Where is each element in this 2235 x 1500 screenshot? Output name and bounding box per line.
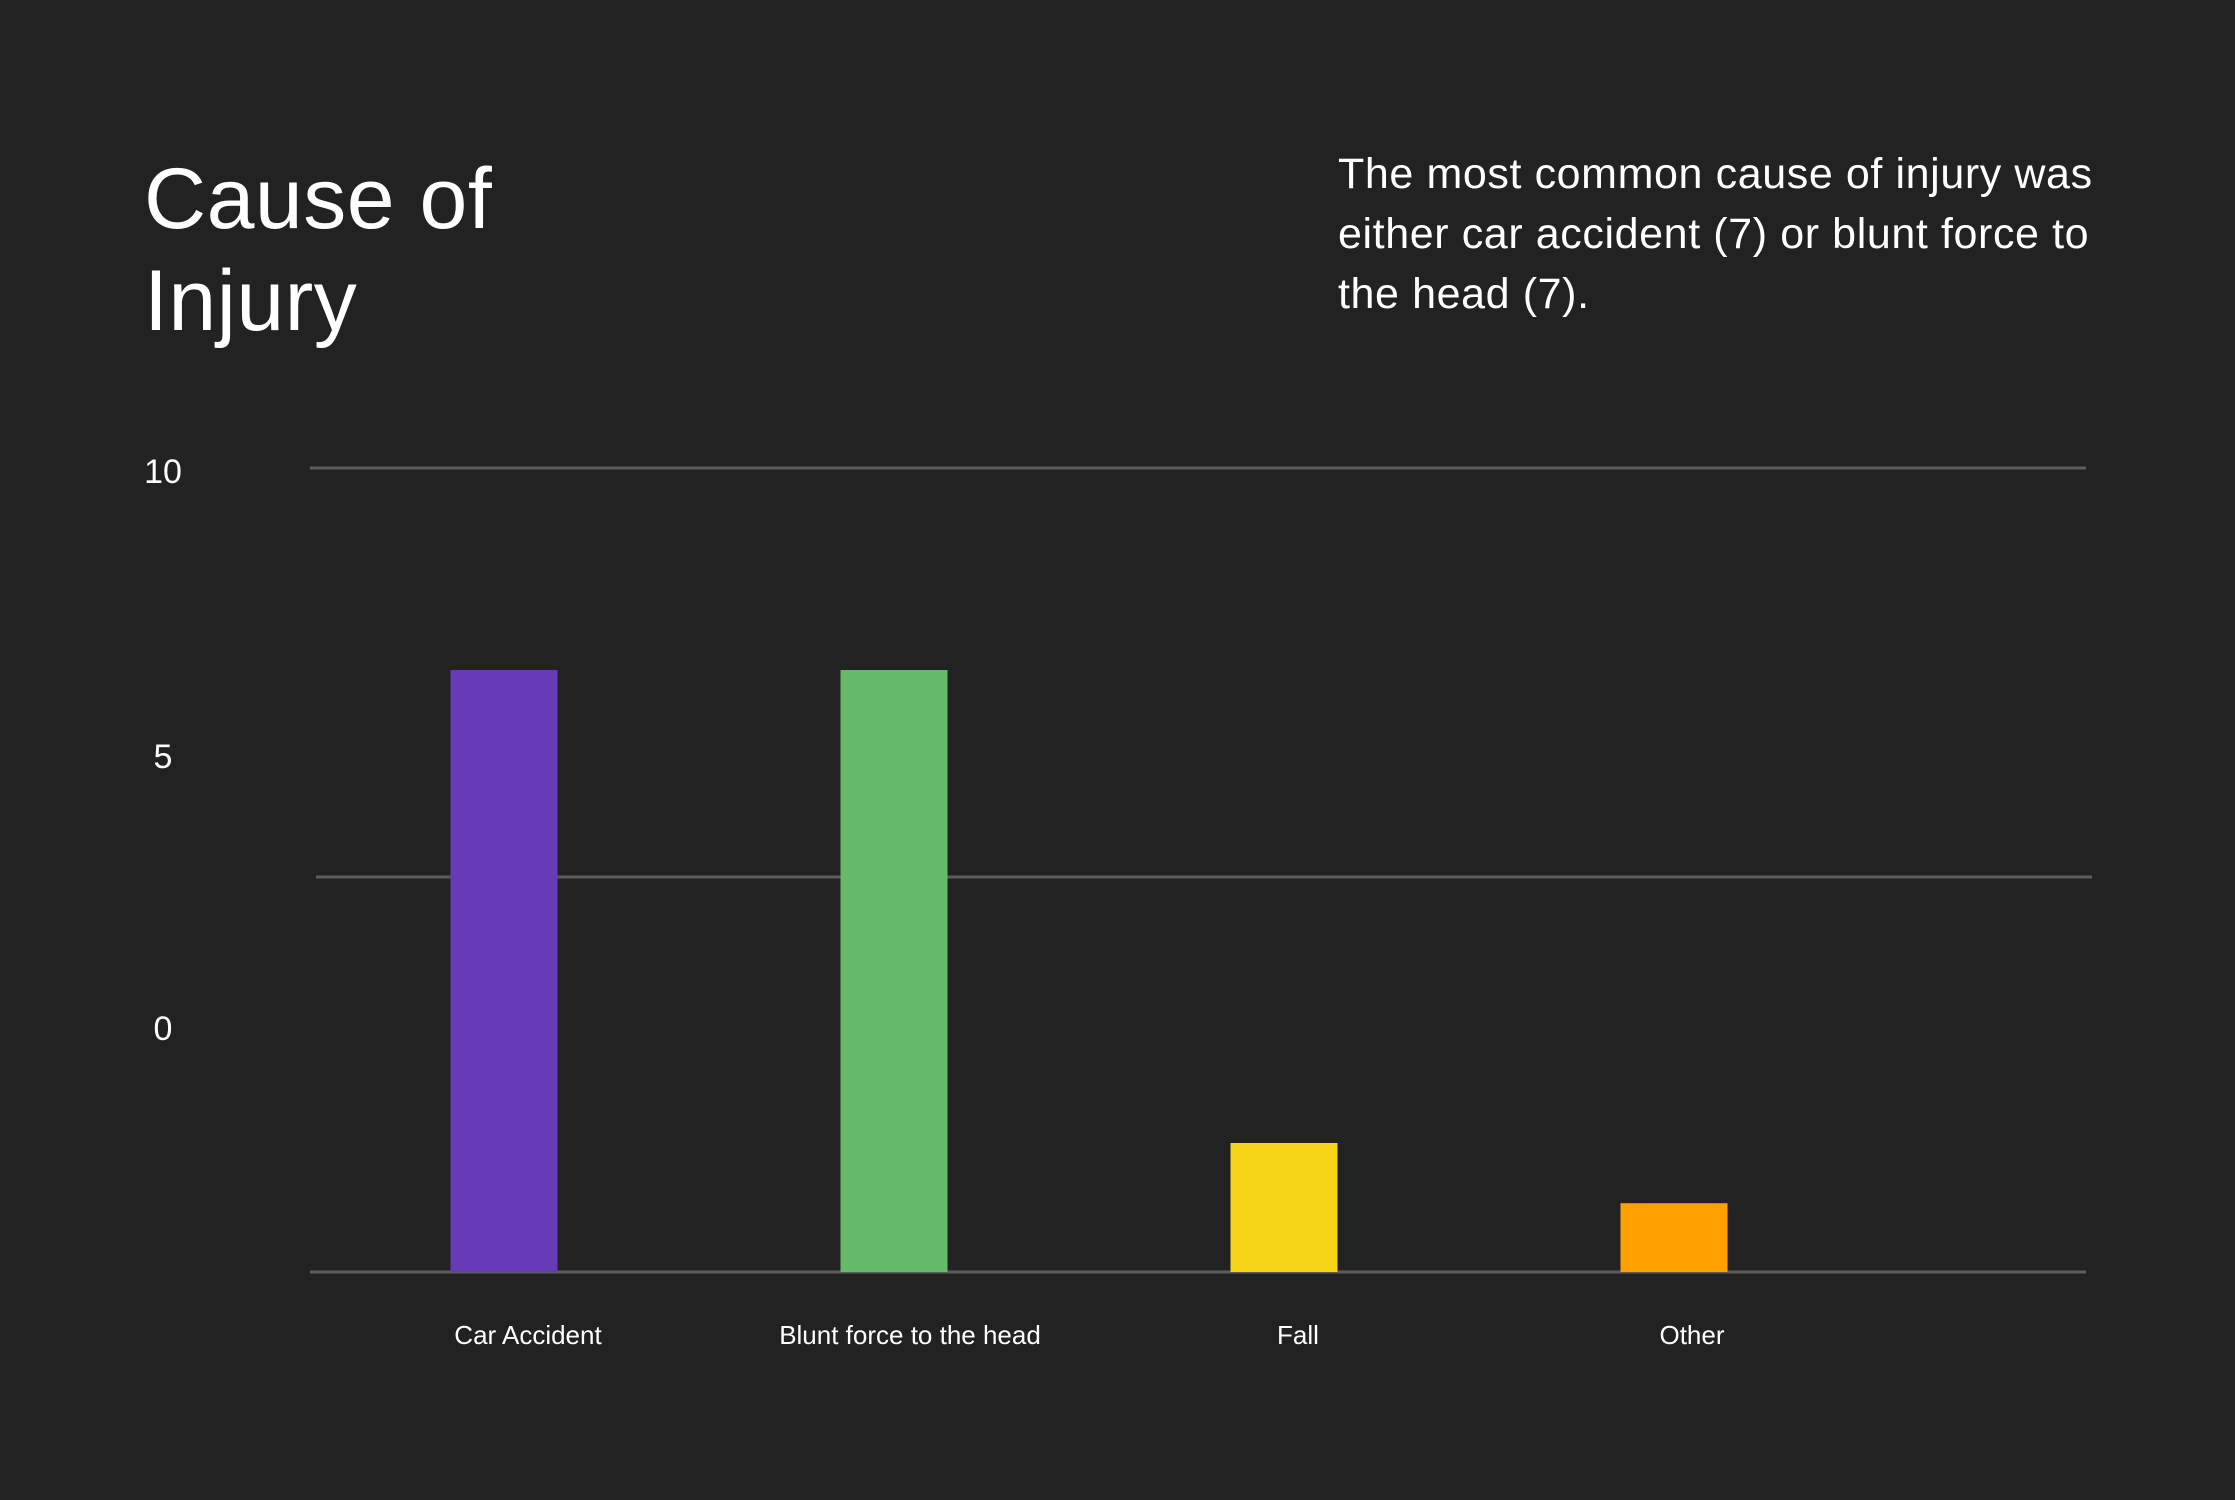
- x-tick-label: Fall: [1277, 1320, 1319, 1350]
- chart-annotation: The most common cause of injury was eith…: [1338, 150, 2093, 318]
- gridlines: [310, 466, 2092, 1274]
- x-tick-label: Car Accident: [454, 1320, 602, 1350]
- y-tick-label: 5: [154, 738, 173, 776]
- bar-fall: [1230, 1143, 1338, 1272]
- x-axis-labels: Car Accident Blunt force to the head Fall O…: [454, 1320, 1725, 1350]
- x-tick-label: Blunt force to the head: [779, 1320, 1041, 1350]
- y-axis-ticks: 10 5 0: [144, 453, 182, 1048]
- bar-blunt-force-to-the-head: [840, 670, 948, 1272]
- bar-car-accident: [450, 670, 558, 1272]
- x-tick-label: Other: [1659, 1320, 1724, 1350]
- y-tick-label: 0: [154, 1010, 173, 1048]
- bars: [450, 670, 1728, 1272]
- bar-other: [1620, 1203, 1728, 1272]
- y-tick-label: 10: [144, 453, 182, 491]
- chart-title: Cause of Injury: [144, 151, 493, 349]
